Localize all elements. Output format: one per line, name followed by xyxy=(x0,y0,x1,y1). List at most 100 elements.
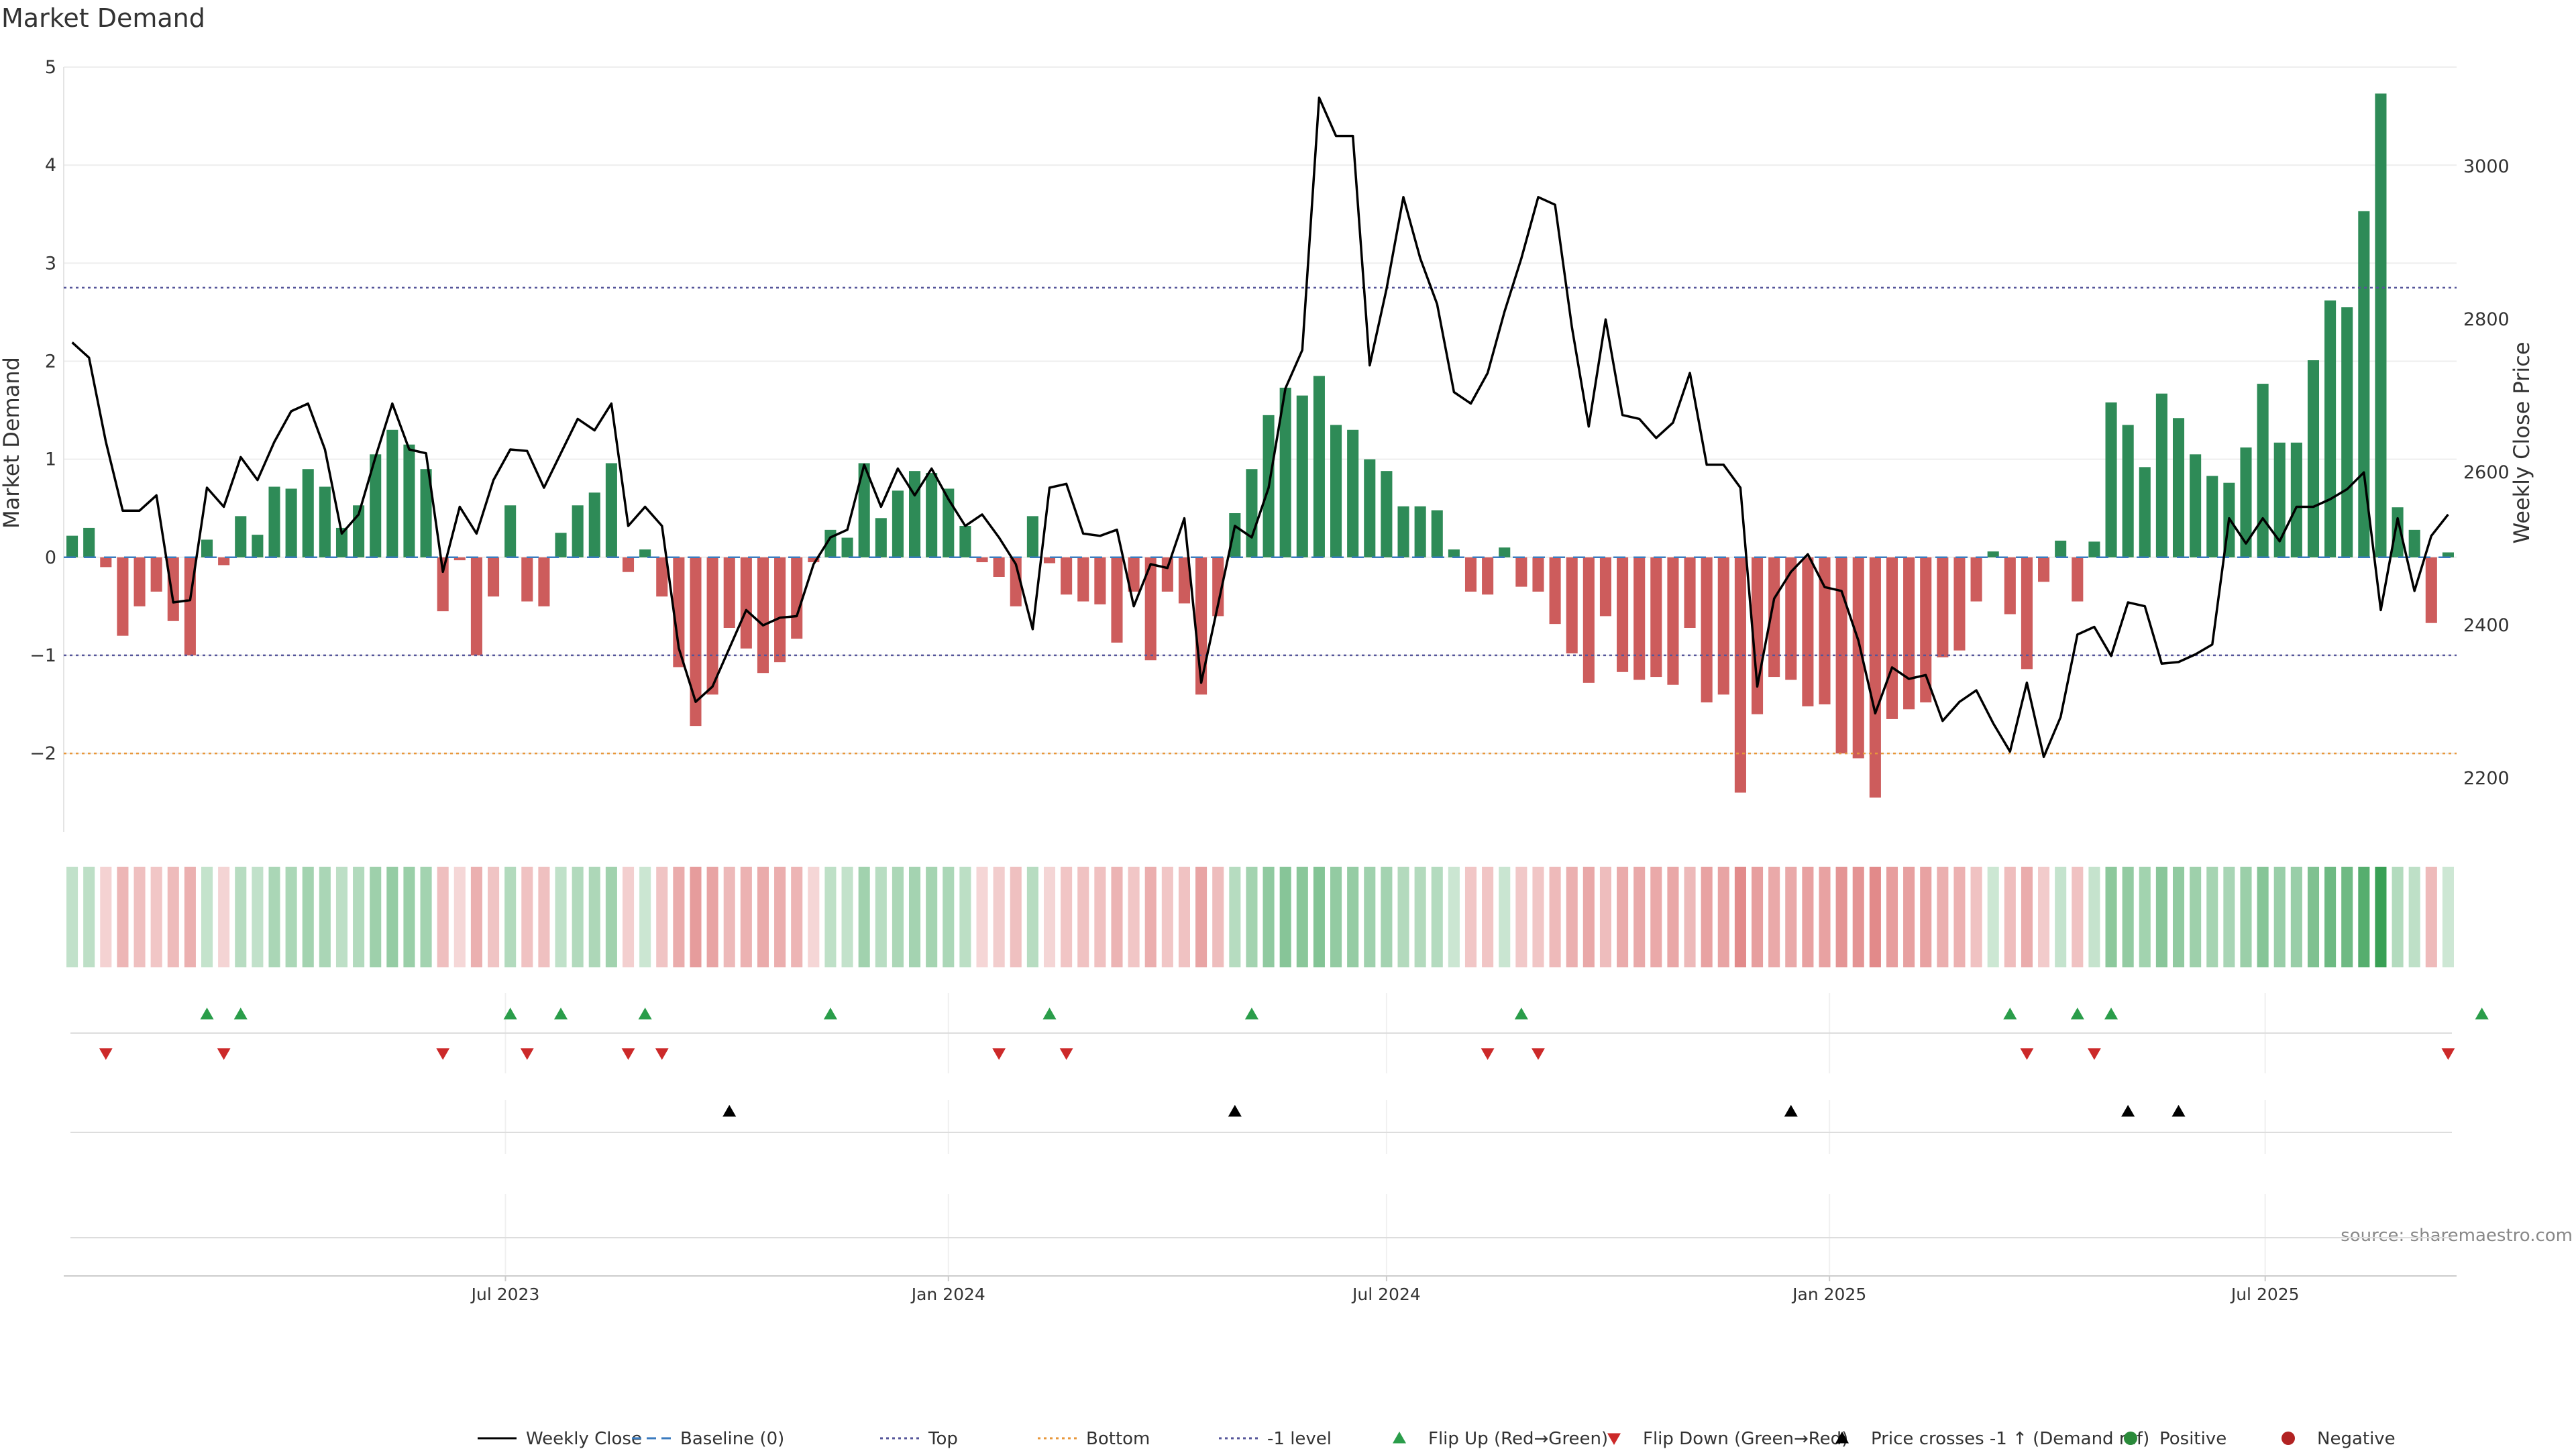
heatmap-cell xyxy=(1802,867,1814,967)
demand-bar xyxy=(673,557,685,667)
demand-bar xyxy=(723,557,735,628)
demand-bar xyxy=(2290,442,2302,557)
heatmap-cell xyxy=(723,867,735,967)
demand-bar xyxy=(2155,393,2167,557)
heatmap-cell xyxy=(1330,867,1342,967)
heatmap-cell xyxy=(1667,867,1679,967)
demand-bar xyxy=(1279,387,1291,557)
heatmap-cell xyxy=(1111,867,1123,967)
demand-bar xyxy=(1650,557,1662,678)
flip-up-marker xyxy=(823,1008,837,1020)
demand-bar xyxy=(1886,557,1898,719)
legend-item: Weekly Close xyxy=(478,1429,642,1449)
heatmap-cell xyxy=(2172,867,2185,967)
heatmap-cell xyxy=(1448,867,1460,967)
heatmap-cell xyxy=(892,867,904,967)
heatmap-cell xyxy=(2038,867,2050,967)
demand-bar xyxy=(1785,557,1797,680)
demand-bar xyxy=(1987,551,1999,557)
heatmap-cell xyxy=(1785,867,1797,967)
demand-bar xyxy=(1229,513,1241,557)
date-tick-label: Jul 2025 xyxy=(2230,1285,2300,1304)
heatmap-cell xyxy=(1061,867,1073,967)
heatmap-cell xyxy=(2290,867,2302,967)
heatmap-cell xyxy=(1212,867,1224,967)
heatmap-cell xyxy=(437,867,449,967)
heatmap-cell xyxy=(1414,867,1426,967)
demand-bar xyxy=(993,557,1005,577)
demand-bar xyxy=(133,557,146,606)
demand-bar xyxy=(1532,557,1544,592)
heatmap-cell xyxy=(639,867,651,967)
heatmap-cell xyxy=(1499,867,1511,967)
demand-bar xyxy=(1212,557,1224,616)
demand-bar xyxy=(453,557,466,561)
heatmap-cell xyxy=(656,867,668,967)
demand-bar xyxy=(538,557,550,606)
heatmap-cell xyxy=(1532,867,1544,967)
demand-bar xyxy=(2442,552,2454,557)
legend-label: Bottom xyxy=(1086,1429,1150,1449)
legend-swatch xyxy=(1835,1432,1849,1444)
demand-bar xyxy=(1970,557,1982,602)
demand-bar xyxy=(2072,557,2084,602)
legend-label: Top xyxy=(928,1429,958,1449)
heatmap-cell xyxy=(976,867,988,967)
y-tick-label: −1 xyxy=(30,645,56,666)
heatmap-cell xyxy=(791,867,803,967)
date-tick-label: Jul 2023 xyxy=(470,1285,540,1304)
demand-bar xyxy=(2358,211,2370,557)
heatmap-cell xyxy=(858,867,870,967)
demand-bar xyxy=(1549,557,1561,625)
heatmap-cell xyxy=(252,867,264,967)
demand-bar xyxy=(319,486,331,557)
heatmap-cell xyxy=(1381,867,1393,967)
y2-tick-labels: 3000 2800 2600 2400 2200 xyxy=(2463,156,2510,789)
flip-up-marker xyxy=(2070,1008,2084,1020)
date-tick-label: Jan 2024 xyxy=(910,1285,985,1304)
heatmap-cell xyxy=(1566,867,1578,967)
heatmap-cell xyxy=(319,867,331,967)
heatmap-cell xyxy=(538,867,550,967)
legend-item: Flip Up (Red→Green) xyxy=(1393,1429,1608,1449)
demand-bar xyxy=(2004,557,2016,614)
heatmap-cell xyxy=(2240,867,2252,967)
demand-bar xyxy=(1043,557,1056,564)
heatmap-cell xyxy=(1010,867,1022,967)
heatmap-cell xyxy=(66,867,78,967)
legend-label: Flip Down (Green→Red) xyxy=(1643,1429,1848,1449)
heatmap-cell xyxy=(2155,867,2167,967)
flip-down-marker xyxy=(1481,1048,1495,1060)
demand-bar xyxy=(1161,557,1173,592)
demand-bar xyxy=(1515,557,1527,587)
heatmap-cell xyxy=(1178,867,1191,967)
demand-bar xyxy=(1464,557,1477,592)
heatmap-cell xyxy=(2392,867,2404,967)
heatmap-cell xyxy=(1650,867,1662,967)
demand-bar xyxy=(875,518,887,557)
heatmap-cell xyxy=(1296,867,1308,967)
price-cross-panel xyxy=(70,1105,2452,1133)
heatmap-cell xyxy=(622,867,635,967)
legend-swatch xyxy=(1607,1433,1621,1445)
heatmap-cell xyxy=(2408,867,2420,967)
demand-bar xyxy=(2139,467,2151,557)
heatmap-cell xyxy=(2375,867,2387,967)
demand-bar xyxy=(1178,557,1191,604)
y2-tick-label: 2600 xyxy=(2463,462,2510,483)
heatmap-cell xyxy=(184,867,196,967)
weekly-close-line xyxy=(71,96,2449,759)
heatmap-cell xyxy=(1869,867,1881,967)
demand-bar xyxy=(926,473,938,557)
demand-bar xyxy=(1869,557,1881,798)
demand-bar xyxy=(976,557,988,563)
demand-bar xyxy=(437,557,449,612)
demand-bar xyxy=(1246,469,1258,557)
y-tick-label: 5 xyxy=(45,57,56,78)
demand-bar xyxy=(2088,541,2100,557)
demand-bar xyxy=(218,557,230,566)
legend-label: -1 level xyxy=(1267,1429,1332,1449)
heatmap-cell xyxy=(470,867,482,967)
demand-bar xyxy=(2190,454,2202,557)
